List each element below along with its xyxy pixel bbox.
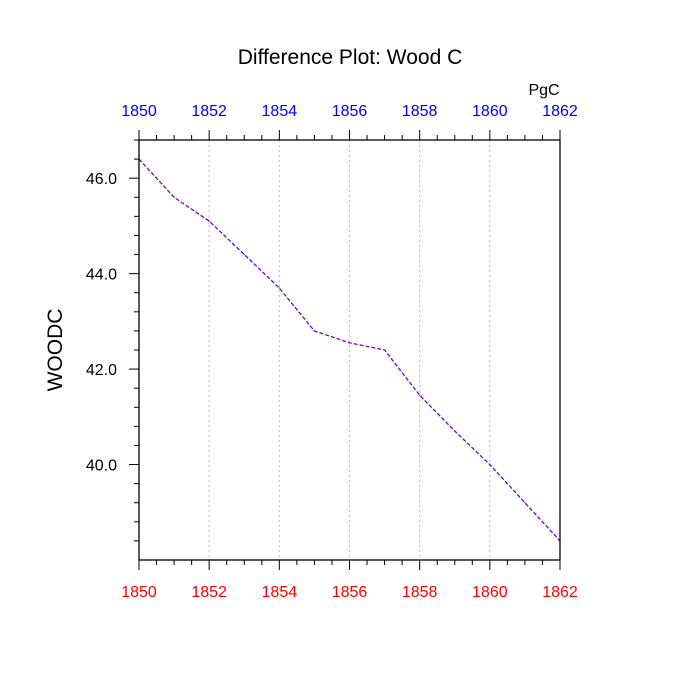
data-point xyxy=(419,394,421,396)
data-point xyxy=(454,430,456,432)
data-point xyxy=(278,287,280,289)
data-point xyxy=(243,253,245,256)
data-point xyxy=(313,330,316,332)
x-tick-label-top: 1860 xyxy=(472,103,508,120)
x-tick-label-bottom: 1852 xyxy=(191,584,227,601)
x-tick-label-top: 1862 xyxy=(542,103,578,120)
x-tick-label-bottom: 1862 xyxy=(542,584,578,601)
data-point xyxy=(173,196,175,198)
units-label: PgC xyxy=(528,82,559,99)
data-point xyxy=(383,349,386,351)
x-tick-label-top: 1858 xyxy=(402,103,438,120)
x-tick-label-bottom: 1858 xyxy=(402,584,438,601)
plot-frame xyxy=(138,139,561,561)
x-tick-label-top: 1854 xyxy=(262,103,298,120)
axis-ticks xyxy=(129,130,561,570)
x-tick-label-bottom: 1856 xyxy=(332,584,368,601)
x-tick-label-top: 1850 xyxy=(121,103,157,120)
chart-title: Difference Plot: Wood C xyxy=(238,46,463,69)
y-axis-label: WOODC xyxy=(44,309,67,392)
x-tick-label-top: 1856 xyxy=(332,103,368,120)
x-tick-label-bottom: 1854 xyxy=(262,584,298,601)
y-tick-label: 42.0 xyxy=(86,362,117,379)
data-point xyxy=(489,463,491,466)
x-tick-label-bottom: 1850 xyxy=(121,584,157,601)
y-tick-label: 40.0 xyxy=(86,458,117,475)
x-tick-label-bottom: 1860 xyxy=(472,584,508,601)
x-tick-label-top: 1852 xyxy=(191,103,227,120)
tick-labels: 1850 1850 1852 1852 1854 1854 1856 1856 1858 1858… xyxy=(86,103,578,601)
data-point xyxy=(524,502,526,504)
data-point xyxy=(348,342,351,344)
y-tick-label: 44.0 xyxy=(86,267,117,284)
y-tick-label: 46.0 xyxy=(86,171,117,188)
grid-lines xyxy=(208,140,491,560)
data-point xyxy=(208,220,210,222)
